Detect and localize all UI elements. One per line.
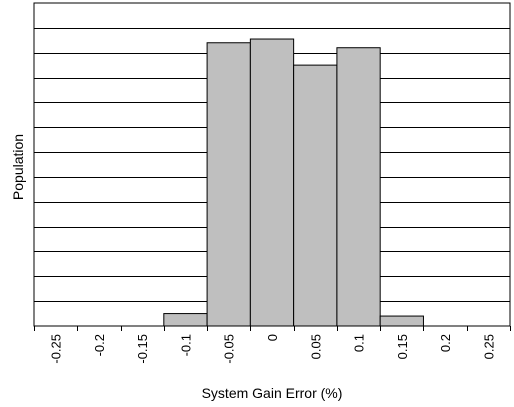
histogram-bar [379,315,424,327]
x-tick-label: 0.25 [481,334,496,359]
y-axis-title: Population [10,134,26,200]
histogram-bar [293,64,338,327]
histogram-bar [336,47,381,327]
x-tick-label: -0.15 [135,334,150,364]
bars [163,38,424,327]
x-tick-label: -0.25 [49,334,64,364]
plot-frame [33,2,511,327]
x-tick-label: -0.05 [222,334,237,364]
x-tick-label: 0.15 [395,334,410,359]
x-tick-labels: -0.25 -0.2 -0.15 -0.1 -0.05 0 0.05 0.1 0.15 0.2 0.… [49,334,497,364]
x-tick-label: 0.2 [438,334,453,352]
x-tick-label: 0 [265,334,280,341]
x-tick-label: -0.1 [178,334,193,356]
x-axis-title: System Gain Error (%) [202,385,343,401]
x-ticks [34,326,511,331]
x-tick-label: 0.1 [352,334,367,352]
x-tick-label: -0.2 [92,334,107,356]
histogram-bar [206,42,251,327]
histogram-bar [249,38,295,327]
histogram-bar [163,313,208,327]
x-tick-label: 0.05 [308,334,323,359]
